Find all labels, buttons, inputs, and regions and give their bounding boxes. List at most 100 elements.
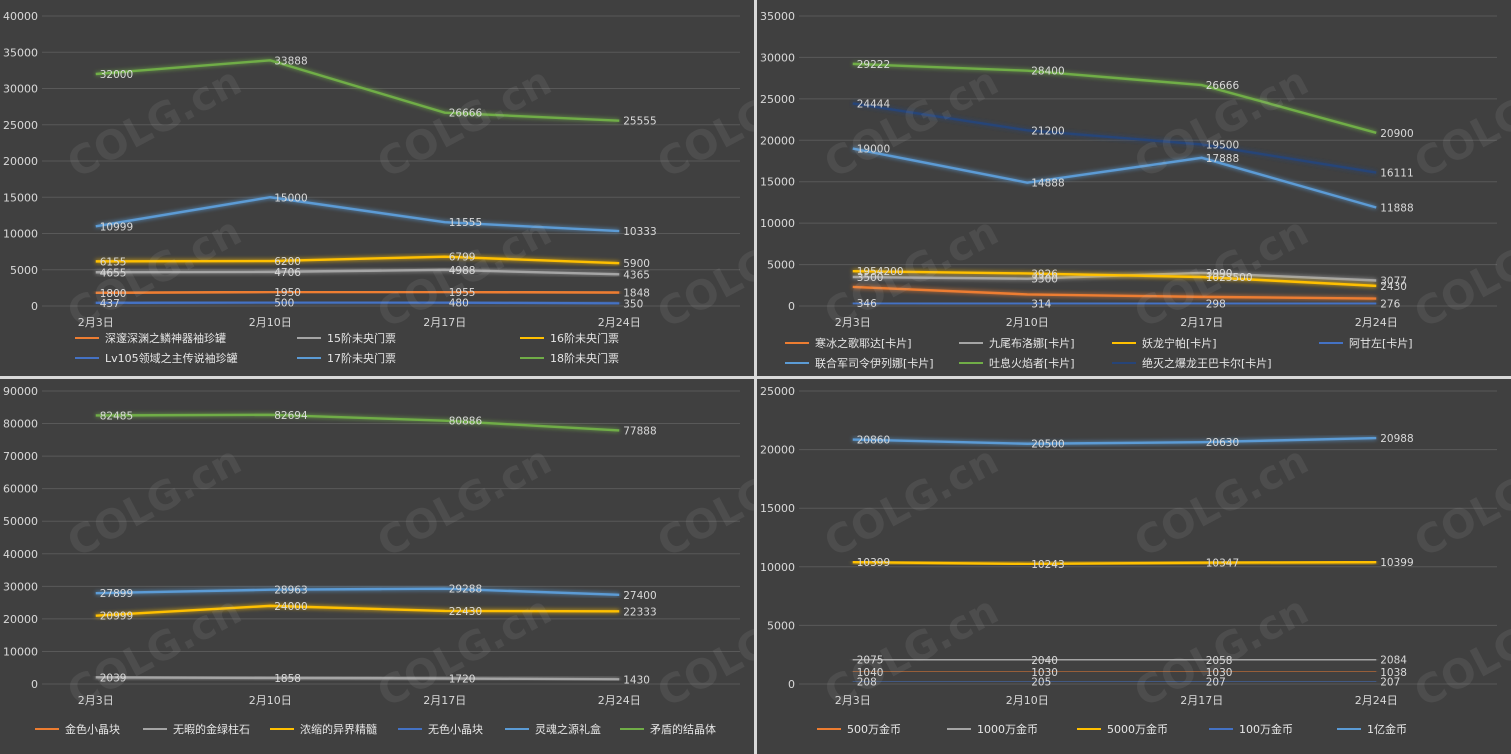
y-tick-label: 10000 <box>3 645 38 658</box>
data-label: 1430 <box>623 674 650 686</box>
legend-label: 无暇的金绿柱石 <box>173 723 250 736</box>
data-label: 6799 <box>449 252 476 264</box>
legend-entry: 绝灭之爆龙王巴卡尔[卡片] <box>1112 355 1272 371</box>
series-line <box>95 676 620 681</box>
legend-swatch <box>959 362 983 364</box>
data-label: 1800 <box>100 288 127 300</box>
x-tick-label: 2月17日 <box>423 316 466 329</box>
legend-entry: 联合军司令伊列娜[卡片] <box>785 355 934 371</box>
y-tick-label: 25000 <box>3 119 38 132</box>
y-tick-label: 5000 <box>767 259 795 272</box>
x-tick-label: 2月24日 <box>1355 694 1398 707</box>
x-tick-label: 2月17日 <box>1180 316 1223 329</box>
data-label: 28400 <box>1031 66 1064 78</box>
series-line <box>852 62 1377 134</box>
data-label: 1955 <box>449 287 476 299</box>
data-label: 21200 <box>1031 125 1064 137</box>
data-label: 20999 <box>100 611 133 623</box>
data-label: 24444 <box>857 98 891 110</box>
data-label: 11888 <box>1380 202 1413 214</box>
legend-swatch <box>75 337 99 339</box>
legend-entry: 妖龙宁帕[卡片] <box>1112 335 1217 351</box>
data-label: 82694 <box>274 410 308 422</box>
legend-label: 吐息火焰者[卡片] <box>989 357 1075 370</box>
x-tick-label: 2月10日 <box>249 316 292 329</box>
legend-entry: 浓缩的异界精髓 <box>270 721 377 737</box>
legend-entry: 无色小晶块 <box>398 721 483 737</box>
y-tick-label: 35000 <box>3 46 38 59</box>
legend-swatch <box>959 342 983 344</box>
data-label: 1954200 <box>857 266 904 278</box>
y-tick-label: 10000 <box>760 561 795 574</box>
data-label: 3990 <box>1206 268 1233 280</box>
data-label: 4365 <box>623 269 650 281</box>
series-line <box>852 270 1377 288</box>
data-label: 1023500 <box>1206 272 1253 284</box>
y-tick-label: 10000 <box>760 217 795 230</box>
series-line <box>852 301 1377 305</box>
x-tick-label: 2月24日 <box>1355 316 1398 329</box>
legend-swatch <box>297 337 321 339</box>
y-tick-label: 25000 <box>760 93 795 106</box>
data-label: 20860 <box>857 435 890 447</box>
legend-swatch <box>1319 342 1343 344</box>
y-tick-label: 0 <box>788 300 795 313</box>
legend-label: 联合军司令伊列娜[卡片] <box>815 357 934 370</box>
data-label: 3500 <box>857 272 884 284</box>
legend-label: 金色小晶块 <box>65 723 120 736</box>
series-line <box>95 587 620 596</box>
chart-panel-cards: 0 5000 10000 15000 20000 25000 30000 35000 2月3日 2… <box>757 0 1511 376</box>
series-line <box>852 147 1377 209</box>
y-tick-label: 30000 <box>760 51 795 64</box>
x-tick-label: 2月10日 <box>249 694 292 707</box>
data-label: 1038 <box>1380 667 1407 679</box>
data-label: 28963 <box>274 585 307 597</box>
legend-swatch <box>520 357 544 359</box>
y-tick-label: 15000 <box>760 502 795 515</box>
legend-label: 九尾布洛娜[卡片] <box>989 337 1075 350</box>
legend-entry: 九尾布洛娜[卡片] <box>959 335 1075 351</box>
legend-label: 5000万金币 <box>1107 723 1168 736</box>
series-line <box>95 290 620 295</box>
data-label: 1040 <box>857 667 884 679</box>
data-label: 82485 <box>100 410 133 422</box>
legend-swatch <box>1077 728 1101 730</box>
data-label: 27899 <box>100 588 133 600</box>
legend-label: 无色小晶块 <box>428 723 483 736</box>
data-label: 1950 <box>274 287 301 299</box>
data-label: 1030 <box>1031 667 1058 679</box>
data-label: 1848 <box>623 288 650 300</box>
data-label: 207 <box>1206 677 1226 689</box>
y-tick-label: 25000 <box>760 385 795 398</box>
x-tick-label: 2月10日 <box>1006 694 1049 707</box>
data-label: 4655 <box>100 267 127 279</box>
x-tick-label: 2月17日 <box>423 694 466 707</box>
legend-label: 灵魂之源礼盒 <box>535 723 601 736</box>
data-label: 5900 <box>623 258 650 270</box>
data-label: 2058 <box>1206 655 1233 667</box>
y-tick-label: 20000 <box>3 613 38 626</box>
chart-legend: 深邃深渊之鳞神器袖珍罐 15阶未央门票 16阶未央门票 Lv105领域之主传说袖珍罐 1… <box>0 0 754 376</box>
y-tick-label: 20000 <box>760 134 795 147</box>
legend-entry: 吐息火焰者[卡片] <box>959 355 1075 371</box>
data-label: 1030 <box>1206 667 1233 679</box>
data-label: 480 <box>449 298 469 310</box>
y-tick-label: 70000 <box>3 450 38 463</box>
data-label: 26666 <box>449 108 483 120</box>
data-label: 10243 <box>1031 559 1064 571</box>
y-tick-label: 5000 <box>767 619 795 632</box>
data-label: 24000 <box>274 601 307 613</box>
legend-entry: 无暇的金绿柱石 <box>143 721 250 737</box>
y-tick-label: 30000 <box>3 83 38 96</box>
data-label: 80886 <box>449 416 483 428</box>
legend-swatch <box>1112 362 1136 364</box>
data-label: 1858 <box>274 673 301 685</box>
data-label: 77888 <box>623 425 656 437</box>
legend-label: 15阶未央门票 <box>327 332 396 345</box>
y-tick-label: 50000 <box>3 515 38 528</box>
y-tick-label: 60000 <box>3 483 38 496</box>
y-tick-label: 15000 <box>3 191 38 204</box>
legend-entry: 灵魂之源礼盒 <box>505 721 601 737</box>
legend-entry: 17阶未央门票 <box>297 350 396 366</box>
legend-label: 1亿金币 <box>1367 723 1407 736</box>
